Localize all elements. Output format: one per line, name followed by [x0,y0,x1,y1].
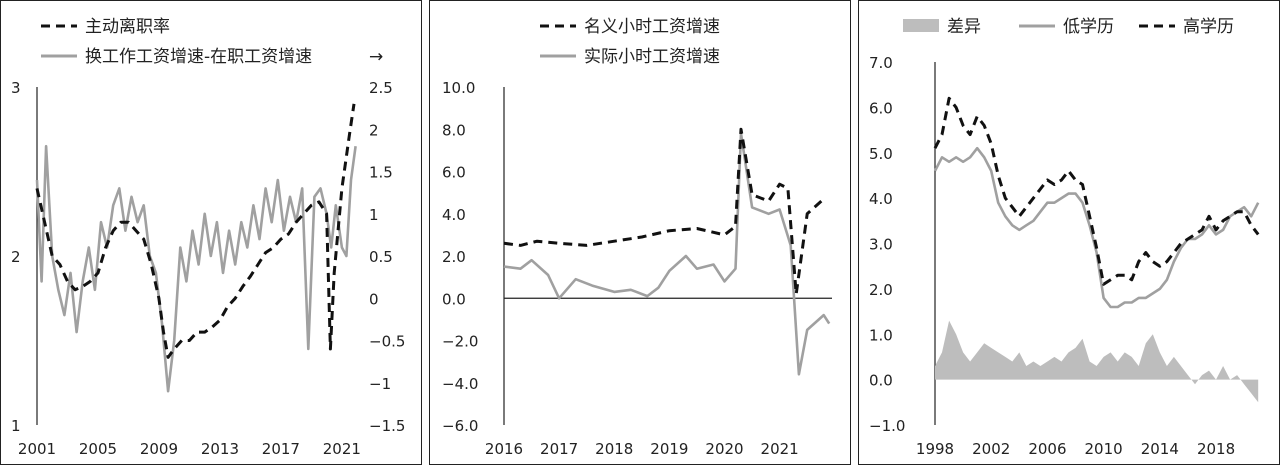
legend-real-wage-label: 实际小时工资增速 [584,47,720,67]
series-line-quit-rate [35,103,356,359]
x-tick-label: 2017 [262,440,300,458]
x-tick-label: 2010 [1085,440,1123,458]
legend-wage-diff-label: 换工作工资增速-在职工资增速 [85,47,312,67]
legend-quit-rate-label: 主动离职率 [85,17,170,37]
y-tick-label: 2.0 [442,248,466,266]
y-left-tick-label: 3 [11,79,21,97]
x-tick-label: 2013 [201,440,239,458]
series-line-real-wage [503,132,831,376]
chart-svg-hourly-wage: −6.0 −4.0 −2.0 0.0 2.0 4.0 6.0 8.0 10.0 2016 2017 2… [442,17,832,458]
x-tick-label: 2019 [650,440,688,458]
y-tick-label: 1.0 [869,326,893,344]
y-tick-label: 2.0 [869,281,893,299]
legend-high-education-label: 高学历 [1183,17,1234,37]
x-tick-label: 2002 [972,440,1010,458]
legend-nominal-wage-label: 名义小时工资增速 [584,17,720,37]
chart-panel-hourly-wage: −6.0 −4.0 −2.0 0.0 2.0 4.0 6.0 8.0 10.0 2016 2017 2… [429,0,851,465]
y-tick-label: 0.0 [869,372,893,390]
y-right-tick-label: 2.5 [369,79,393,97]
x-tick-label: 2005 [79,440,117,458]
y-tick-label: 4.0 [442,206,466,224]
x-tick-label: 2018 [595,440,633,458]
chart-svg-quit-rate: 1 2 3 −1.5 −1 −0.5 0 0.5 1 1.5 2 2.5 2001 2005 2009 201… [11,17,405,458]
y-left-tick-label: 2 [11,248,21,266]
chart-panel-education-wage: −1.0 0.0 1.0 2.0 3.0 4.0 5.0 6.0 7.0 1998 2002 2006… [858,0,1280,465]
y-tick-label: 3.0 [869,236,893,254]
series-line-low-education [933,146,1260,309]
y-tick-label: 0.0 [442,290,466,308]
y-tick-label: −6.0 [442,417,478,435]
x-tick-label: 1998 [916,440,954,458]
chart-panel-quit-rate: 1 2 3 −1.5 −1 −0.5 0 0.5 1 1.5 2 2.5 2001 2005 2009 201… [0,0,422,465]
x-tick-label: 2014 [1141,440,1179,458]
y-right-tick-label: 1 [369,206,379,224]
legend-arrow: → [369,47,383,67]
x-tick-label: 2021 [323,440,361,458]
y-right-tick-label: 0 [369,290,379,308]
y-tick-label: −1.0 [869,417,905,435]
y-tick-label: −2.0 [442,333,478,351]
legend-difference-label: 差异 [947,17,981,37]
series-area-difference [935,320,1259,403]
y-right-tick-label: −0.5 [369,333,405,351]
y-tick-label: 8.0 [442,121,466,139]
x-tick-label: 2021 [761,440,799,458]
x-tick-label: 2006 [1028,440,1066,458]
series-line-wage-diff [35,144,357,393]
chart-svg-education-wage: −1.0 0.0 1.0 2.0 3.0 4.0 5.0 6.0 7.0 1998 2002 2006… [869,17,1260,458]
y-tick-label: 5.0 [869,145,893,163]
x-tick-label: 2017 [540,440,578,458]
y-right-tick-label: 2 [369,121,379,139]
y-right-tick-label: −1.5 [369,417,405,435]
y-tick-label: 4.0 [869,190,893,208]
x-tick-label: 2018 [1197,440,1235,458]
y-tick-label: 6.0 [869,99,893,117]
y-tick-label: 6.0 [442,164,466,182]
x-tick-label: 2009 [140,440,178,458]
legend-difference-swatch [903,19,939,32]
legend-low-education-label: 低学历 [1063,17,1114,37]
y-right-tick-label: 1.5 [369,164,393,182]
y-left-tick-label: 1 [11,417,21,435]
y-right-tick-label: 0.5 [369,248,393,266]
y-tick-label: 10.0 [442,79,475,97]
x-tick-label: 2001 [18,440,56,458]
x-tick-label: 2020 [705,440,743,458]
y-tick-label: −4.0 [442,375,478,393]
y-right-tick-label: −1 [369,375,391,393]
x-tick-label: 2016 [485,440,523,458]
y-tick-label: 7.0 [869,54,893,72]
series-line-high-education [933,96,1260,286]
